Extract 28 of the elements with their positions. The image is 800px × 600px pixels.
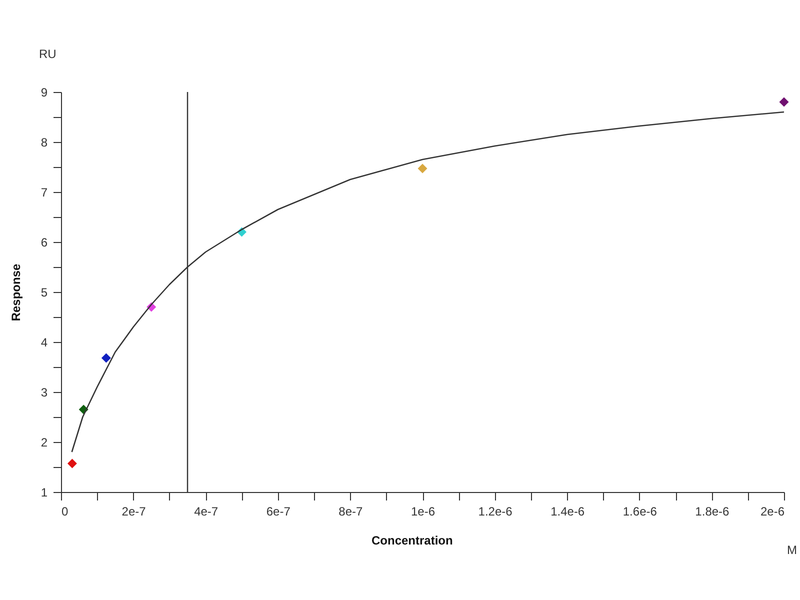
y-tick-label: 7 (40, 186, 48, 200)
y-tick-label: 2 (40, 436, 48, 450)
y-tick-label: 3 (40, 386, 48, 400)
text: RU (39, 47, 56, 61)
x-axis-title: Concentration (372, 534, 453, 548)
x-tick-label: 0 (62, 504, 68, 518)
text: M (787, 543, 797, 557)
point (67, 458, 77, 468)
y-tick-label: 6 (40, 236, 48, 250)
point (101, 353, 111, 363)
x-tick-label: 2e-6 (760, 504, 785, 518)
x-tick-label: 2e-7 (122, 504, 146, 518)
x-tick-label: 1.6e-6 (622, 504, 658, 518)
y-tick-label: 5 (40, 286, 48, 300)
x-tick-label: 4e-7 (194, 504, 218, 518)
y-tick-label: 4 (40, 336, 48, 350)
x-tick-label: 8e-7 (338, 504, 364, 518)
x-tick-label: 1.8e-6 (695, 504, 730, 518)
point (779, 97, 789, 107)
y-tick-label: 9 (40, 86, 48, 100)
x-tick-label: 1.4e-6 (550, 504, 585, 518)
point (418, 164, 428, 174)
x-tick-label: 1.2e-6 (478, 504, 513, 518)
y-axis-title: Response (8, 264, 23, 322)
x-tick-label: 6e-7 (266, 504, 291, 518)
y-tick-label: 1 (40, 486, 48, 500)
y-tick-label: 8 (40, 136, 48, 150)
x-tick-label: 1e-6 (410, 504, 436, 518)
